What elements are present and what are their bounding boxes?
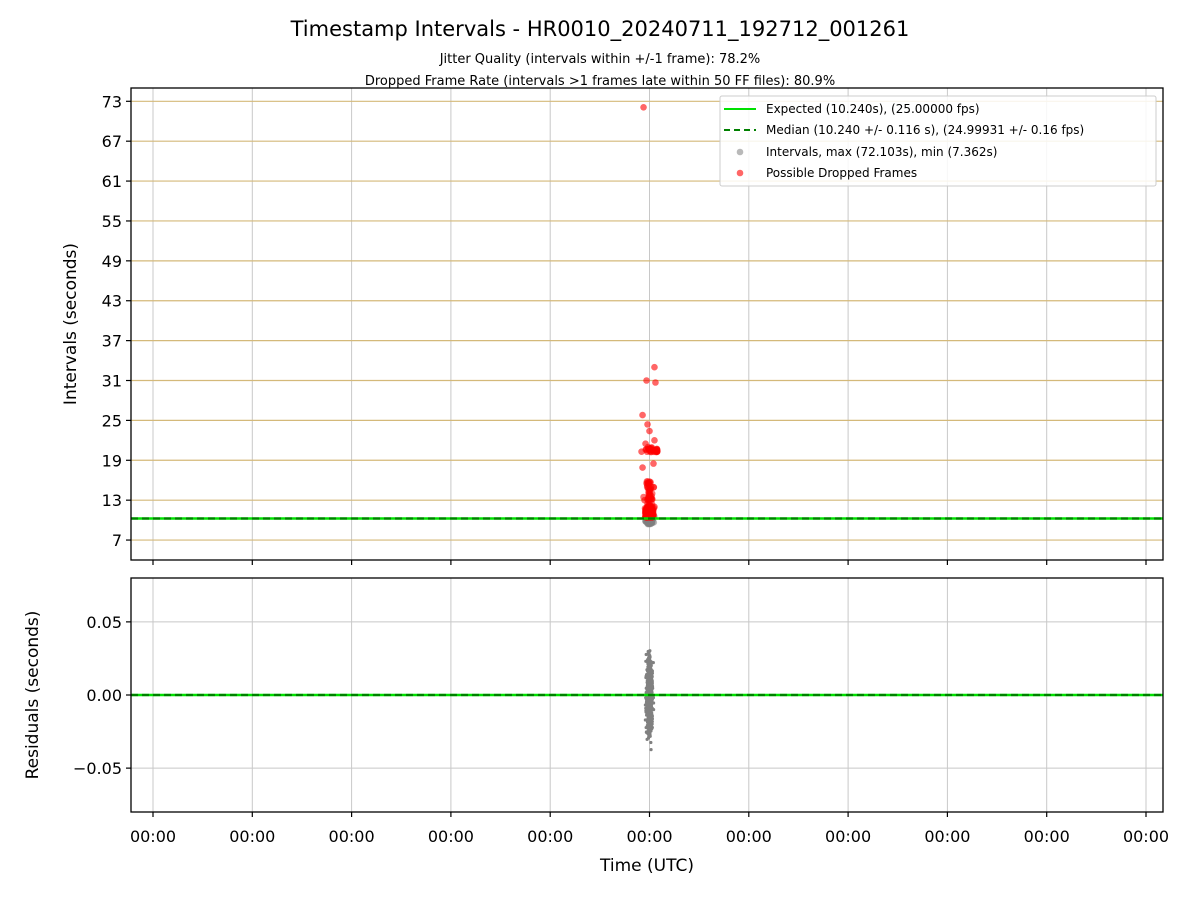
residual-point [647,705,651,709]
dropped-frame-point [652,379,659,386]
residual-point [646,661,650,665]
dropped-frame-point [641,496,648,504]
x-tick-label: 00:00 [428,827,474,846]
residual-point [649,716,653,720]
x-tick-label: 00:00 [1123,827,1169,846]
residuals-y-axis-label: Residuals (seconds) [23,611,43,780]
residuals-x-ticks: 00:00 00:00 00:00 00:00 00:00 00:00 00:00 00:00… [130,812,1169,846]
residuals-y-tick-label: 0.00 [86,686,122,705]
intervals-y-tick-label: 25 [102,411,122,430]
x-tick-label: 00:00 [726,827,772,846]
dropped-frame-point [646,427,653,435]
residual-point [645,737,649,741]
legend-intervals-label: Intervals, max (72.103s), min (7.362s) [766,145,997,159]
dropped-frame-point [643,377,650,384]
intervals-horizontal-grid [131,100,1163,541]
dropped-frame-points [638,103,661,521]
residuals-y-tick-label: −0.05 [73,759,122,778]
dropped-frame-point [639,411,646,419]
intervals-y-tick-label: 55 [102,212,122,231]
residual-point [644,706,648,710]
intervals-y-tick-label: 67 [102,132,122,151]
dropped-frame-point [653,447,661,454]
legend-dropped-label: Possible Dropped Frames [766,166,917,180]
legend-box [719,95,1157,187]
chart-subtitle-dropped: Dropped Frame Rate (intervals >1 frames … [365,74,835,89]
intervals-y-tick-label: 43 [102,292,122,311]
residual-point [648,678,652,683]
intervals-x-ticks [152,560,1147,565]
dropped-frame-point [639,464,646,471]
dropped-frame-point [642,440,649,447]
residuals-y-tick-label: 0.05 [86,613,122,632]
residual-point [648,701,653,705]
intervals-y-tick-label: 7 [112,531,122,550]
intervals-y-tick-label: 19 [102,451,122,470]
dropped-frame-point [648,446,655,453]
intervals-y-tick-label: 61 [102,172,122,191]
residual-point [648,668,652,672]
residual-point [646,684,651,688]
residual-point [647,732,651,736]
chart-subtitle-jitter: Jitter Quality (intervals within +/-1 fr… [439,52,761,67]
dropped-frame-point [646,488,653,496]
residual-point [650,690,654,694]
intervals-axes-frame [130,87,1164,561]
residual-point [644,652,648,657]
dropped-frame-point [650,460,657,467]
x-axis-label: Time (UTC) [599,856,694,876]
intervals-y-tick-label: 31 [102,372,122,391]
residual-point [649,748,653,752]
dropped-frame-point [644,421,651,428]
legend-median-label: Median (10.240 +/- 0.116 s), (24.99931 +… [766,123,1084,137]
residual-point [649,661,653,666]
residual-point [643,718,647,722]
dropped-frame-point [651,363,658,371]
intervals-y-tick-label: 13 [102,491,122,510]
legend: Expected (10.240s), (25.00000 fps) Media… [719,95,1157,187]
intervals-y-tick-label: 49 [102,252,122,271]
residual-points [643,649,656,752]
residual-point [648,720,652,724]
x-tick-label: 00:00 [825,827,871,846]
residual-point [651,695,656,700]
x-tick-label: 00:00 [924,827,970,846]
dropped-frame-point [638,448,645,455]
residual-point [646,658,650,662]
residuals-y-ticks: 0.05 0.00 −0.05 [73,613,131,778]
x-tick-label: 00:00 [626,827,672,846]
dropped-frame-point [644,480,651,487]
residual-point [650,671,655,675]
residual-point [646,698,650,703]
dropped-frame-point [646,509,653,517]
residual-point [647,664,652,668]
residual-point [646,709,650,713]
intervals-y-tick-label: 73 [102,92,122,111]
intervals-y-ticks: 7 13 19 25 31 37 43 49 55 61 67 73 [102,92,131,550]
dropped-frame-point [647,494,655,502]
x-tick-label: 00:00 [527,827,573,846]
intervals-y-tick-label: 37 [102,332,122,351]
residuals-panel: 0.050.00−0.05 00:00 00:00 00:00 00:00 00:00 0… [23,577,1169,876]
legend-expected-label: Expected (10.240s), (25.00000 fps) [766,102,980,116]
residual-point [647,673,651,677]
intervals-panel: 7 13 19 25 31 37 43 49 55 61 67 73 Intervals (secon… [61,87,1164,565]
chart-title: Timestamp Intervals - HR0010_20240711_19… [290,17,910,42]
residual-point [647,728,651,732]
residual-point [650,725,654,729]
x-tick-label: 00:00 [130,827,176,846]
dropped-frame-point [651,503,658,511]
intervals-y-axis-label: Intervals (seconds) [61,243,81,405]
x-tick-label: 00:00 [229,827,275,846]
dropped-frame-point [651,437,658,444]
legend-intervals-swatch [736,148,744,156]
dropped-frame-point [640,103,647,111]
legend-dropped-swatch [736,169,744,177]
x-tick-label: 00:00 [1024,827,1070,846]
x-tick-label: 00:00 [329,827,375,846]
residual-point [647,681,651,686]
residual-point [647,724,651,728]
residual-point [649,740,653,745]
